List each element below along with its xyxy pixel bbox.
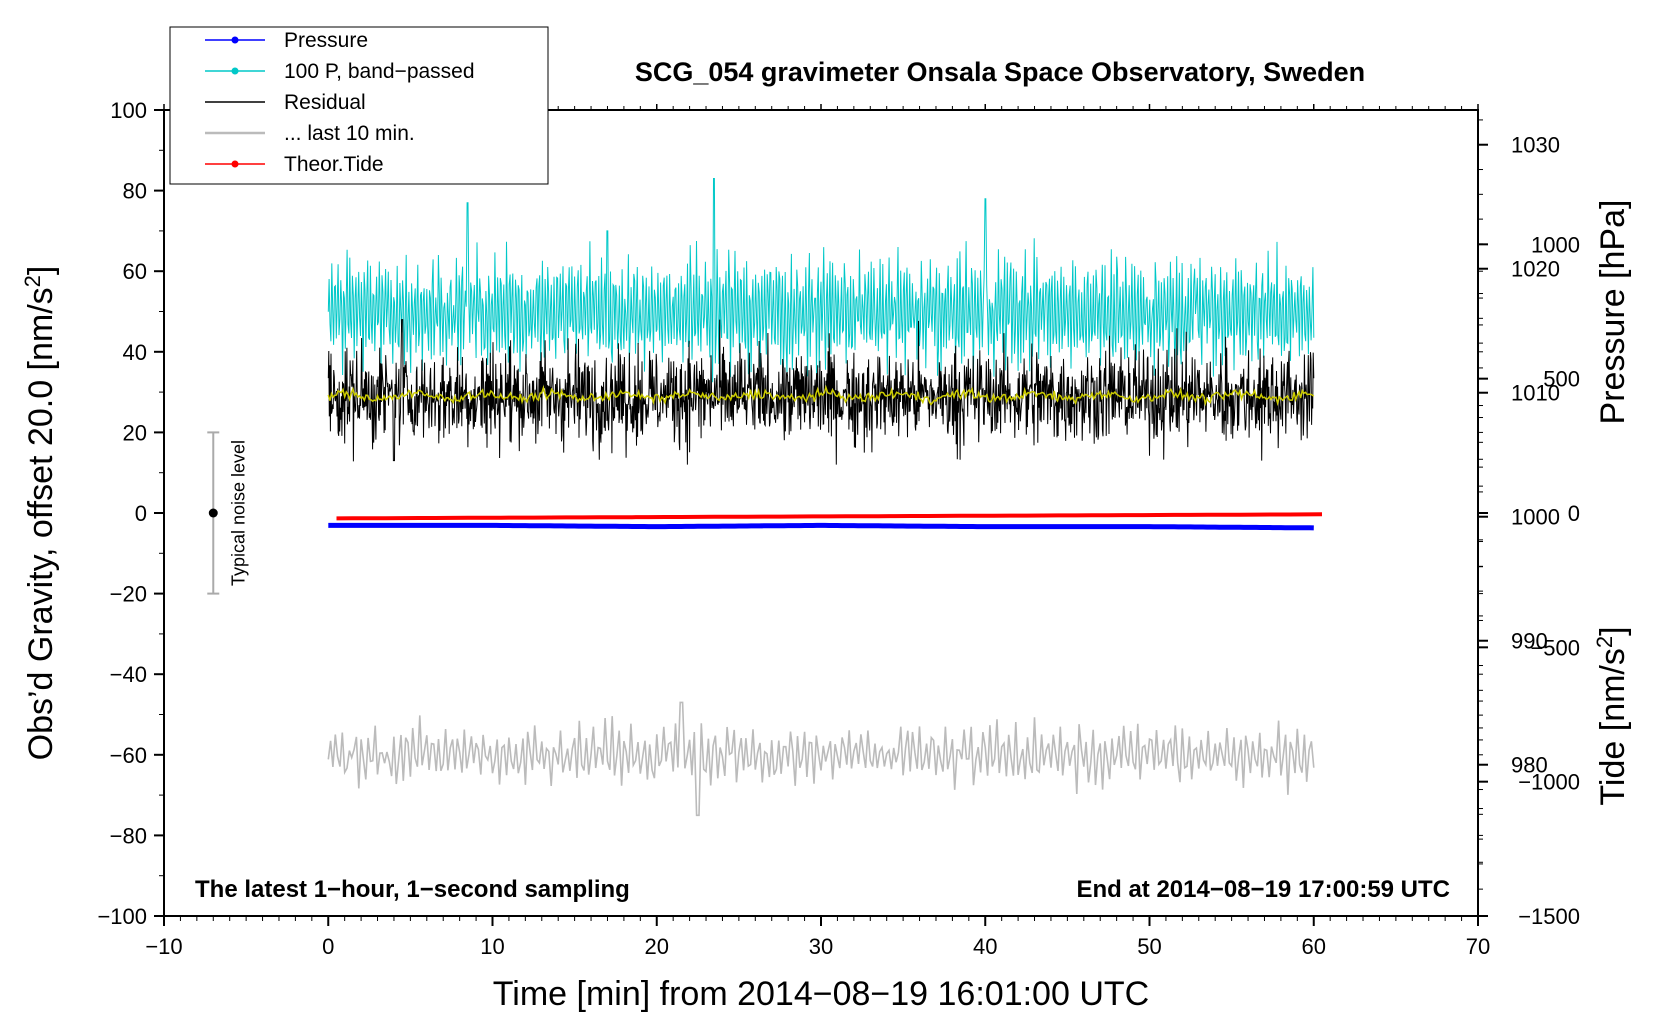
y-axis-left-label-main: Obs’d Gravity, offset 20.0 [nm/s xyxy=(22,287,60,760)
y-axis-pressure: 980 990 1000 1010 1020 1030 xyxy=(1478,119,1560,865)
pressure-tick-label: 990 xyxy=(1511,629,1548,654)
y-tick-label: 40 xyxy=(123,340,147,365)
y-tick-label: −100 xyxy=(97,904,147,929)
tide-tick-label: 1000 xyxy=(1531,232,1580,257)
legend-box xyxy=(169,26,549,185)
x-axis: −10 0 10 20 30 40 50 60 70 xyxy=(145,104,1490,959)
y-axis-tide-label-close: ] xyxy=(1594,626,1632,635)
series-pressure-line xyxy=(328,522,1314,531)
chart-title: SCG_054 gravimeter Onsala Space Observat… xyxy=(635,57,1365,87)
legend-marker-0 xyxy=(231,36,239,44)
x-tick-label: 20 xyxy=(645,934,669,959)
legend-label-2: Residual xyxy=(284,91,366,114)
legend-label-0: Pressure xyxy=(284,29,368,52)
y-tick-label: −60 xyxy=(110,743,147,768)
tide-tick-label: 500 xyxy=(1543,367,1580,392)
y-axis-left-label-sup: 2 xyxy=(20,275,45,287)
annotation-end-time: End at 2014−08−19 17:00:59 UTC xyxy=(1076,876,1450,903)
x-axis-label: Time [min] from 2014−08−19 16:01:00 UTC xyxy=(493,975,1149,1013)
pressure-tick-label: 1030 xyxy=(1511,133,1560,158)
noise-level-indicator: Typical noise level xyxy=(207,431,248,595)
y-axis-left-label: Obs’d Gravity, offset 20.0 [nm/s2] xyxy=(20,266,60,761)
y-tick-label: 100 xyxy=(110,98,147,123)
noise-level-label: Typical noise level xyxy=(228,440,248,586)
legend-label-1: 100 P, band−passed xyxy=(284,60,475,83)
x-tick-label: 40 xyxy=(973,934,997,959)
noise-bar-center-dot xyxy=(208,508,218,518)
series-residual-smoothed-line xyxy=(327,384,1315,407)
y-tick-label: 20 xyxy=(123,420,147,445)
y-axis-left: −100 −80 −60 −40 −20 0 20 40 60 80 100 xyxy=(97,98,164,929)
y-tick-label: −20 xyxy=(110,582,147,607)
pressure-tick-label: 1020 xyxy=(1511,257,1560,282)
series-bandpassed-line xyxy=(327,178,1315,383)
annotation-sampling: The latest 1−hour, 1−second sampling xyxy=(195,876,630,903)
series-last10-line xyxy=(327,701,1315,817)
tide-tick-label: −500 xyxy=(1530,635,1580,660)
legend-marker-4 xyxy=(231,160,239,168)
y-axis-tide-label-sup: 2 xyxy=(1592,636,1617,648)
series-residual-line xyxy=(327,319,1315,465)
tide-tick-label: −1000 xyxy=(1518,770,1580,795)
tide-tick-label: −1500 xyxy=(1518,904,1580,929)
x-tick-label: 30 xyxy=(809,934,833,959)
y-tick-label: 60 xyxy=(123,259,147,284)
series-tide-line xyxy=(336,512,1323,521)
y-axis-pressure-label: Pressure [hPa] xyxy=(1594,200,1632,425)
y-tick-label: 80 xyxy=(123,179,147,204)
pressure-tick-label: 980 xyxy=(1511,753,1548,778)
y-tick-label: 0 xyxy=(135,501,147,526)
series-layer xyxy=(327,178,1323,817)
pressure-tick-label: 1010 xyxy=(1511,381,1560,406)
legend-label-3: ... last 10 min. xyxy=(284,122,415,145)
legend-label-4: Theor.Tide xyxy=(284,153,384,176)
x-tick-label: 60 xyxy=(1302,934,1326,959)
y-axis-tide: −1500 −1000 −500 0 500 1000 xyxy=(1478,232,1580,929)
x-tick-label: 70 xyxy=(1466,934,1490,959)
legend-marker-1 xyxy=(231,67,239,75)
x-tick-label: −10 xyxy=(145,934,182,959)
x-tick-label: 50 xyxy=(1137,934,1161,959)
y-axis-tide-label-main: Tide [nm/s xyxy=(1594,648,1632,805)
y-tick-label: −80 xyxy=(110,823,147,848)
x-tick-label: 0 xyxy=(322,934,334,959)
legend: Pressure 100 P, band−passed Residual ... la… xyxy=(169,26,549,185)
y-tick-label: −40 xyxy=(110,662,147,687)
y-axis-tide-label: Tide [nm/s2] xyxy=(1592,626,1632,805)
tide-tick-label: 0 xyxy=(1568,501,1580,526)
y-axis-left-label-close: ] xyxy=(22,266,60,275)
pressure-tick-label: 1000 xyxy=(1511,505,1560,530)
x-tick-label: 10 xyxy=(480,934,504,959)
